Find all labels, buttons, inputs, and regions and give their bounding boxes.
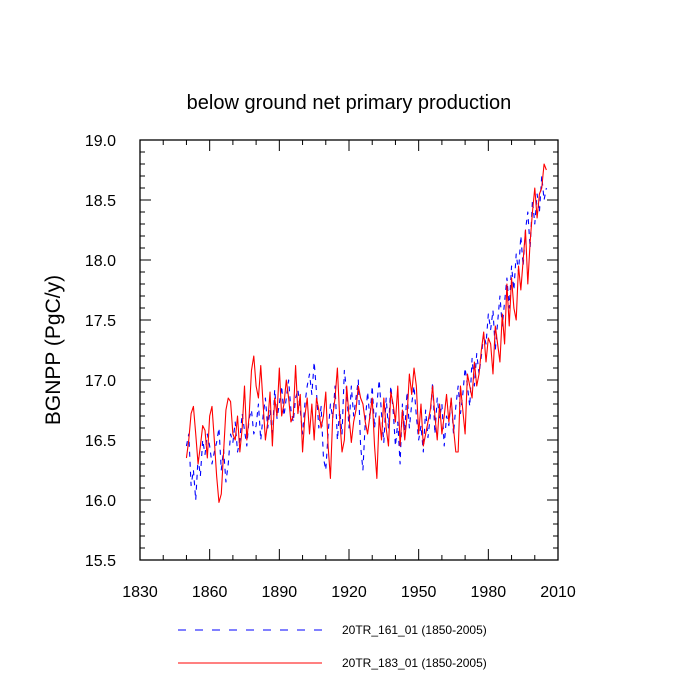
x-tick-label: 1860	[192, 584, 228, 601]
y-tick-label: 17.0	[85, 373, 116, 390]
x-tick-label: 1920	[331, 584, 367, 601]
x-tick-label: 1890	[262, 584, 298, 601]
x-tick-label: 1980	[471, 584, 507, 601]
y-tick-label: 16.5	[85, 433, 116, 450]
y-axis-label: BGNPP (PgC/y)	[42, 275, 65, 425]
legend: 20TR_161_01 (1850-2005) 20TR_183_01 (1850…	[178, 623, 487, 670]
plot-frame	[139, 139, 559, 561]
legend-label-1: 20TR_161_01 (1850-2005)	[342, 623, 487, 637]
series-line-1	[185, 175, 547, 501]
y-tick-label: 18.0	[85, 253, 116, 270]
x-tick-label: 1830	[122, 584, 158, 601]
chart-title: below ground net primary production	[187, 92, 512, 114]
x-tick-label: 2010	[540, 584, 576, 601]
axis-ticks: 1830 1860 1890 1920 1950 1980 2010 15.5 16.0 16.5…	[85, 133, 576, 601]
series-group	[185, 163, 547, 503]
y-tick-label: 15.5	[85, 553, 116, 570]
legend-label-2: 20TR_183_01 (1850-2005)	[342, 656, 487, 670]
y-tick-label: 18.5	[85, 193, 116, 210]
y-tick-label: 17.5	[85, 313, 116, 330]
y-tick-label: 19.0	[85, 133, 116, 150]
series-line-2	[185, 163, 547, 503]
y-tick-label: 16.0	[85, 493, 116, 510]
x-tick-label: 1950	[401, 584, 437, 601]
